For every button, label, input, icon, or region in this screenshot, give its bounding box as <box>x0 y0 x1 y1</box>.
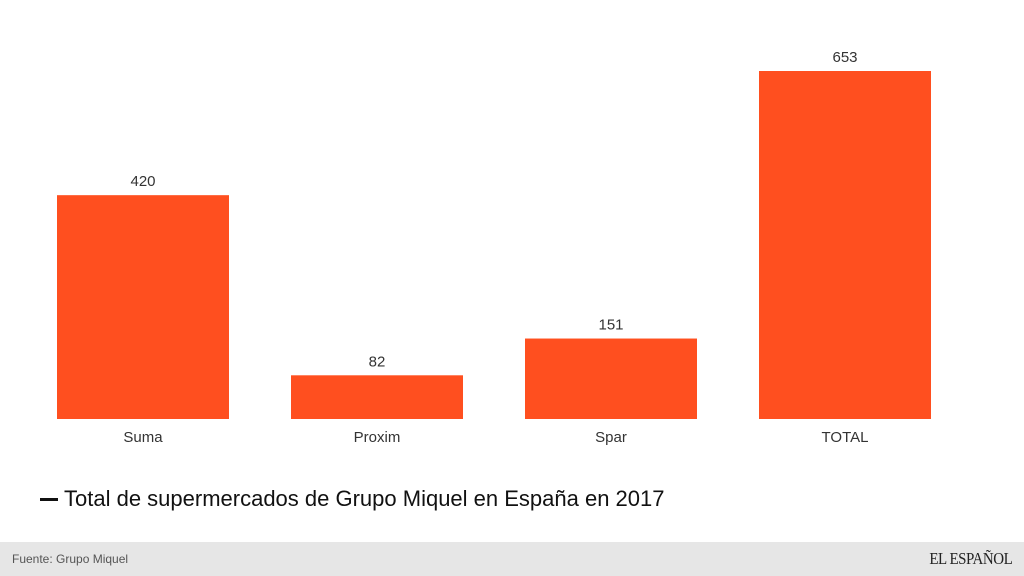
source-text: Fuente: Grupo Miquel <box>12 552 129 566</box>
category-label-total: TOTAL <box>822 429 869 446</box>
legend-label: Total de supermercados de Grupo Miquel e… <box>64 486 665 511</box>
value-labels-group: 420 82 151 653 <box>130 49 857 370</box>
value-label-suma: 420 <box>130 173 155 190</box>
category-label-spar: Spar <box>595 429 627 446</box>
bar-total <box>759 71 931 419</box>
category-labels-group: Suma Proxim Spar TOTAL <box>123 429 868 446</box>
value-label-proxim: 82 <box>369 353 386 370</box>
chart-legend: Total de supermercados de Grupo Miquel e… <box>40 486 665 512</box>
bar-spar <box>525 338 697 419</box>
bar-suma <box>57 195 229 419</box>
brand-logo: EL ESPAÑOL <box>928 549 1012 568</box>
value-label-total: 653 <box>832 49 857 66</box>
category-label-proxim: Proxim <box>354 429 401 446</box>
bar-chart: 420 82 151 653 Suma Proxim Spar TOTAL <box>57 49 931 446</box>
bars-group <box>57 71 931 419</box>
category-label-suma: Suma <box>123 429 163 446</box>
footer-bar: Fuente: Grupo Miquel EL ESPAÑOL <box>0 542 1024 576</box>
legend-line-icon <box>40 497 58 501</box>
bar-proxim <box>291 375 463 419</box>
value-label-spar: 151 <box>598 317 623 334</box>
